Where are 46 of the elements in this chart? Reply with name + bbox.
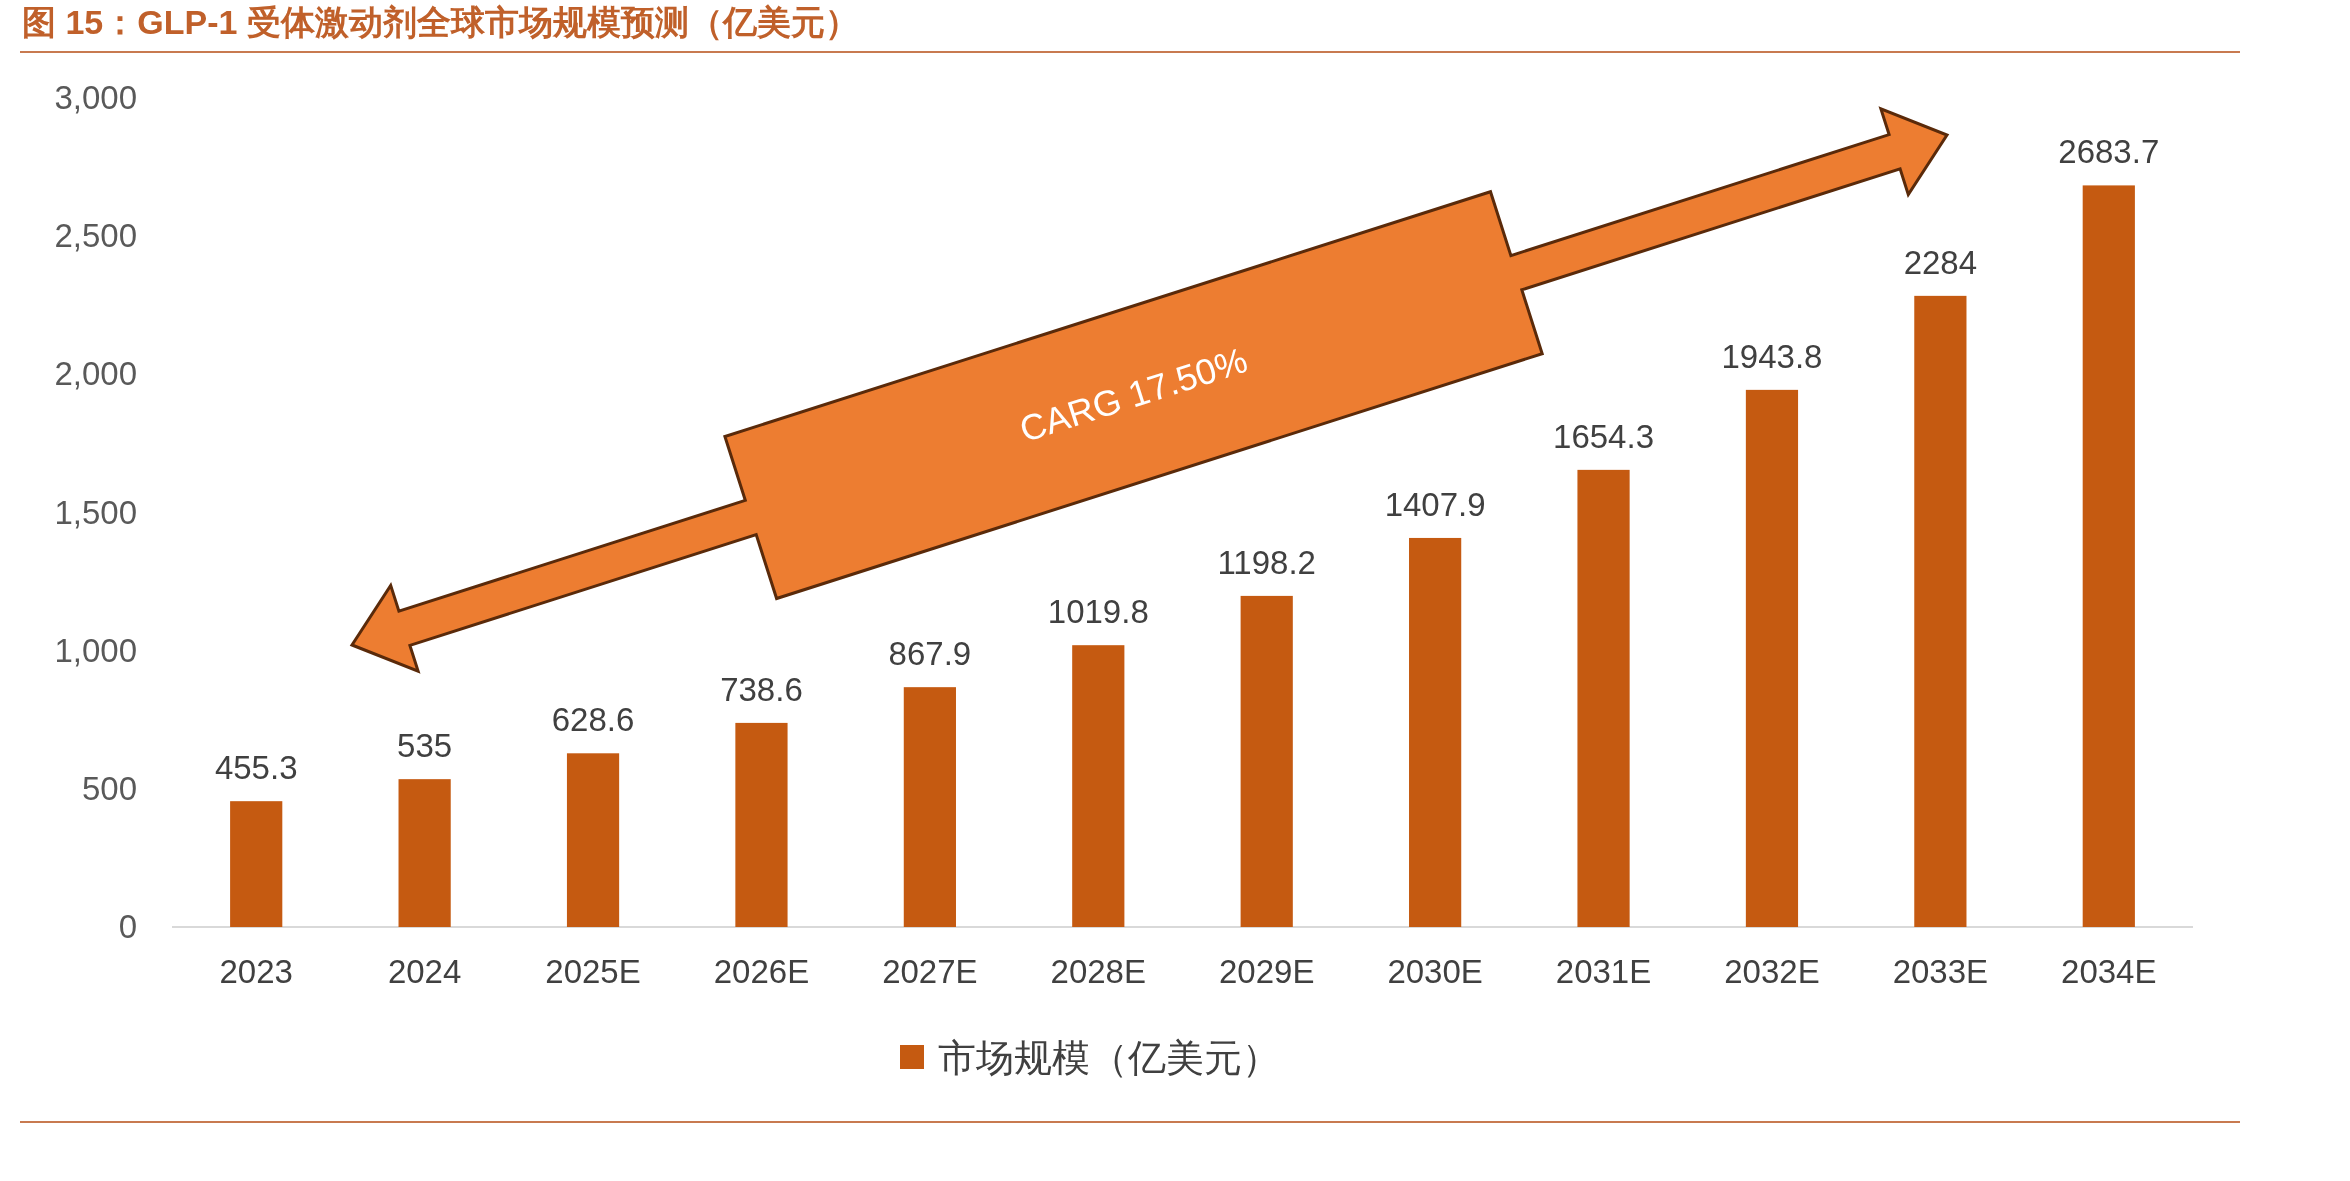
x-tick-label: 2029E	[1218, 953, 1315, 990]
bar	[2082, 185, 2135, 927]
y-tick-label: 1,000	[54, 631, 137, 669]
x-tick-label: 2028E	[1050, 953, 1147, 990]
y-tick-label: 500	[81, 769, 137, 807]
data-label: 455.3	[214, 749, 298, 787]
x-tick-label: 2024	[387, 953, 462, 990]
annotation: CARG 17.50%	[1014, 339, 1253, 451]
bar	[1409, 537, 1462, 927]
data-label: 1198.2	[1217, 543, 1316, 581]
data-label: 867.9	[888, 635, 972, 673]
x-tick-label: 2030E	[1387, 953, 1483, 990]
bar	[566, 753, 620, 927]
data-label: 2284	[1903, 243, 1978, 281]
x-tick-label: 2033E	[1892, 953, 1989, 990]
data-label: 738.6	[720, 670, 803, 708]
data-label: 1407.9	[1384, 485, 1486, 523]
legend-label: 市场规模（亿美元）	[938, 1037, 1280, 1079]
data-label: 1943.8	[1721, 337, 1823, 375]
x-tick-label: 2034E	[2061, 953, 2157, 990]
y-tick-label: 2,000	[54, 355, 137, 393]
bar	[903, 687, 956, 927]
bar	[1577, 469, 1630, 927]
data-label: 1019.8	[1047, 593, 1149, 631]
x-tick-label: 2026E	[713, 953, 810, 990]
y-tick-label: 2,500	[54, 217, 137, 255]
x-tick-label: 2027E	[882, 953, 978, 990]
bar	[735, 722, 788, 927]
data-label: 1654.3	[1553, 417, 1655, 455]
x-tick-label: 2031E	[1555, 953, 1652, 990]
y-tick-label: 1,500	[54, 493, 137, 531]
bar	[398, 779, 451, 927]
x-tick-label: 2023	[219, 953, 293, 990]
bar	[1240, 595, 1293, 927]
bar	[1914, 295, 1967, 927]
y-tick-label: 0	[118, 908, 137, 945]
x-tick-label: 2032E	[1724, 953, 1820, 990]
chart-title: 图 15：GLP-1 受体激动剂全球市场规模预测（亿美元）	[22, 3, 859, 41]
bar	[1072, 645, 1125, 927]
data-label: 628.6	[551, 701, 635, 739]
bar	[230, 801, 283, 927]
x-tick-label: 2025E	[545, 953, 641, 990]
bar	[1745, 389, 1799, 927]
data-label: 2683.7	[2058, 133, 2160, 171]
y-tick-label: 3,000	[54, 79, 137, 116]
data-label: 535	[397, 727, 453, 765]
